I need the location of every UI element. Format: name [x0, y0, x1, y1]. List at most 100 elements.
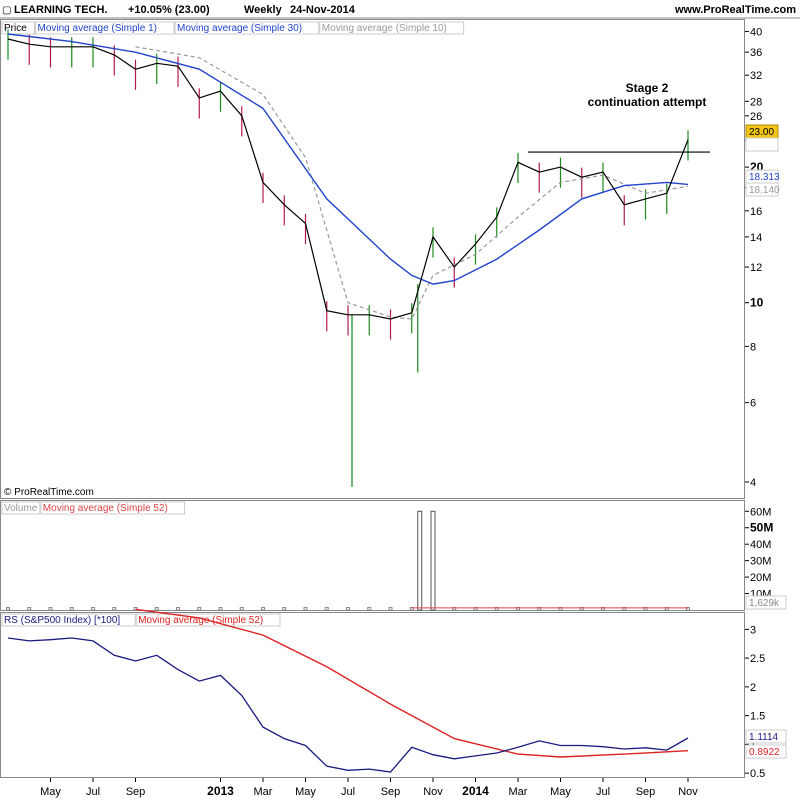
annotation-line-2: continuation attempt — [588, 95, 707, 109]
volume-bar — [218, 607, 223, 611]
rs-legend-item-box — [1, 613, 136, 627]
x-tick-label: Jul — [596, 786, 610, 798]
price-tick-label: 26 — [750, 111, 762, 123]
panel-frames — [0, 19, 745, 778]
x-tick-label: Nov — [423, 786, 443, 798]
volume-bar — [388, 607, 393, 611]
volume-bar — [282, 607, 287, 611]
rs-tick-label: 0.5 — [750, 768, 765, 780]
rs-tick-label: 2 — [750, 682, 756, 694]
volume-bar — [197, 607, 202, 611]
sma30-line — [7, 33, 689, 285]
volume-panel-frame — [0, 500, 745, 611]
price-tick-label: 6 — [750, 398, 756, 410]
volume-legend-item-label: Moving average (Simple 52) — [43, 503, 168, 514]
x-tick-label: Sep — [381, 786, 401, 798]
volume-bar — [261, 607, 265, 611]
price-axis: 40363228262320181614121086423.002318.313… — [745, 27, 780, 489]
price-tick-label: 14 — [750, 232, 762, 244]
x-tick-label: Sep — [126, 786, 146, 798]
price-value-label: 23.00 — [749, 127, 774, 138]
volume-tick-label: 20M — [750, 572, 771, 584]
rs-value-badge — [745, 744, 787, 759]
volume-value-label: 1,629k — [749, 598, 780, 609]
header-checkbox-icon[interactable]: ▢ — [2, 5, 11, 16]
price-tick-label: 16 — [750, 206, 762, 218]
site-url[interactable]: www.ProRealTime.com — [674, 4, 796, 16]
x-tick-label: May — [550, 786, 571, 798]
volume-bar — [27, 607, 32, 611]
volume-legend-item-box — [40, 501, 186, 515]
price-value-badge — [745, 137, 779, 152]
copyright: © ProRealTime.com — [4, 487, 94, 498]
price-tick-label: 8 — [750, 341, 756, 353]
volume-bar — [91, 607, 95, 611]
chart-period: Weekly — [244, 4, 283, 16]
price-legend-item-label: Moving average (Simple 30) — [177, 23, 302, 34]
rs-legend-item-label: Moving average (Simple 52) — [138, 615, 263, 626]
price-tick-label: 4 — [750, 477, 756, 489]
x-tick-label: 2014 — [462, 784, 489, 798]
volume-tick-label: 40M — [750, 539, 771, 551]
rs-tick-label: 3 — [750, 624, 756, 636]
volume-value-badge — [745, 595, 787, 610]
volume-bar — [303, 607, 308, 611]
x-tick-label: May — [40, 786, 61, 798]
rs-legend: RS (S&P500 Index) [*100] Moving average (… — [1, 613, 281, 627]
price-legend-item-box — [1, 21, 35, 35]
x-tick-label: Jul — [86, 786, 100, 798]
annotation: Stage 2 continuation attempt — [588, 81, 707, 109]
x-tick-label: Sep — [636, 786, 656, 798]
rs-value-badge — [745, 729, 787, 744]
x-tick-label: Nov — [678, 786, 698, 798]
rs-tick-label: 1.5 — [750, 711, 765, 723]
price-panel-frame — [0, 19, 745, 499]
volume-tick-label: 30M — [750, 556, 771, 568]
x-tick-label: Jul — [341, 786, 355, 798]
rs-panel-frame — [0, 612, 745, 778]
volume-spike-bar — [430, 510, 436, 611]
volume-legend-item-label: Volume — [4, 503, 38, 514]
volume-bar — [69, 607, 74, 611]
price-close-line — [7, 38, 689, 320]
rs-value-label: 0.8922 — [749, 747, 780, 758]
price-tick-label: 12 — [750, 262, 762, 274]
volume-legend: Volume Moving average (Simple 52) — [1, 501, 186, 515]
annotation-line-1: Stage 2 — [626, 81, 669, 95]
stock-name: LEARNING TECH. — [14, 4, 108, 16]
price-tick-label: 28 — [750, 96, 762, 108]
rs-sma-line — [135, 608, 689, 758]
x-tick-label: Mar — [509, 786, 528, 798]
price-value-label: 18.140 — [749, 185, 780, 196]
price-legend-item-label: Price — [4, 23, 27, 34]
price-change: +10.05% (23.00) — [128, 4, 210, 16]
price-value-badge — [745, 182, 779, 197]
sma10-line — [135, 46, 689, 320]
volume-spike-bar — [417, 510, 423, 611]
rs-legend-item-label: RS (S&P500 Index) [*100] — [4, 615, 120, 626]
x-tick-label: May — [295, 786, 316, 798]
volume-bar — [176, 607, 180, 611]
chart-date: 24-Nov-2014 — [290, 4, 356, 16]
x-tick-label: Mar — [254, 786, 273, 798]
volume-bar — [48, 607, 53, 611]
x-tick-label: 2013 — [207, 784, 234, 798]
volume-legend-item-box — [1, 501, 41, 515]
x-axis: May Jul Sep 2013 Mar May Jul Sep Nov 2014 Mar May Ju… — [40, 778, 698, 798]
volume-tick-label: 50M — [750, 521, 773, 535]
price-legend-item-box — [35, 21, 175, 35]
volume-bar — [154, 607, 159, 611]
volume-bar — [367, 607, 372, 611]
price-tick-label: 10 — [750, 296, 764, 310]
price-legend-item-label: Moving average (Simple 10) — [322, 23, 447, 34]
volume-plot — [6, 510, 690, 611]
rs-line — [7, 637, 689, 773]
price-legend: Price Moving average (Simple 1) Moving ave… — [1, 21, 465, 35]
volume-tick-label: 60M — [750, 506, 771, 518]
rs-tick-label: 2.5 — [750, 653, 765, 665]
volume-bar — [346, 607, 350, 611]
price-value-label: 18.313 — [749, 172, 780, 183]
price-plot — [7, 29, 710, 487]
